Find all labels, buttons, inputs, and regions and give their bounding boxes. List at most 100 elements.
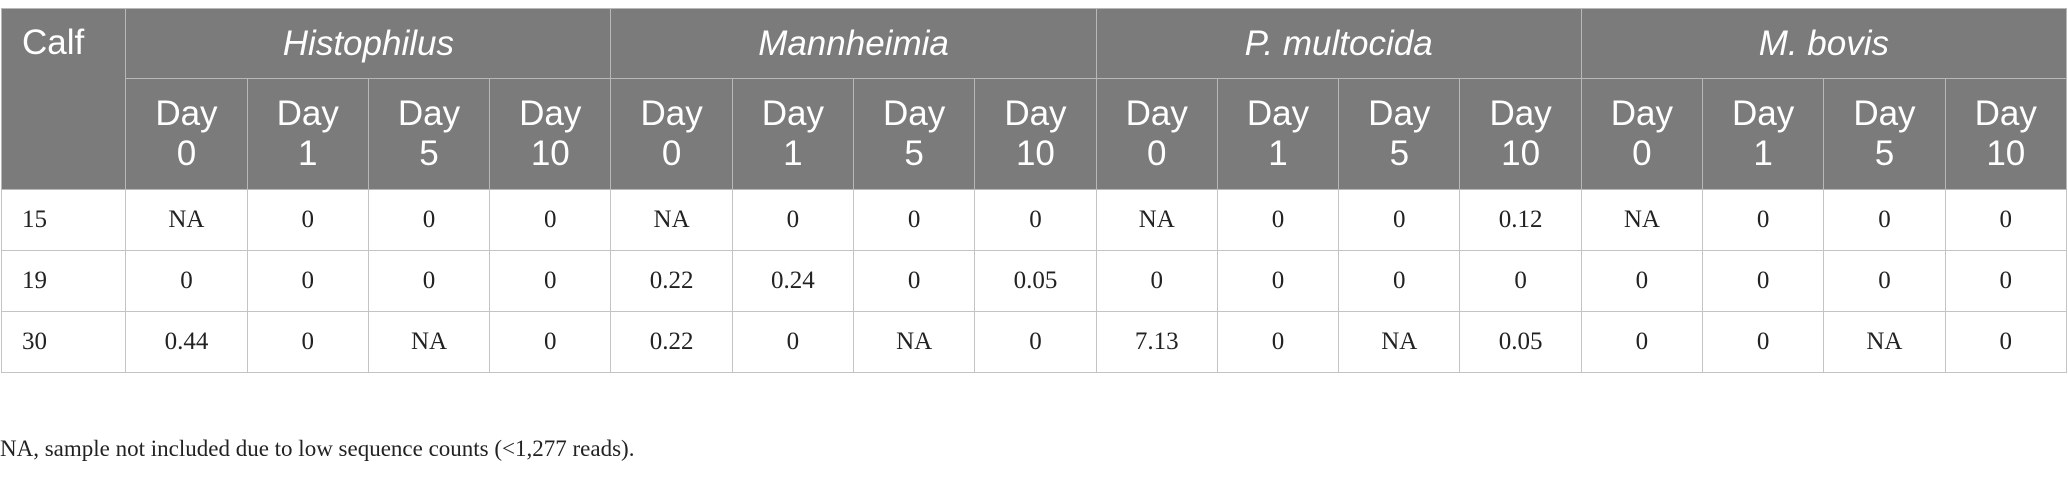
value-cell: 0.22 (610, 311, 733, 373)
value-cell: NA (610, 189, 733, 251)
day-header: Day 5 (1823, 78, 1946, 190)
value-cell: 0.24 (731, 250, 855, 312)
day-header-word: Day (1732, 94, 1795, 133)
day-header: Day 10 (974, 78, 1097, 190)
day-header: Day 5 (852, 78, 976, 190)
day-header-number: 0 (1147, 134, 1167, 173)
day-header-number: 10 (530, 134, 570, 173)
abundance-table: Calf Histophilus Mannheimia P. multocida… (0, 8, 2068, 373)
table-row: 30 0.44 0 NA 0 0.22 0 NA 0 7.13 0 NA 0.05 0 0 NA 0 (0, 311, 2068, 373)
day-header: Day 10 (489, 78, 612, 190)
day-header: Day 1 (731, 78, 855, 190)
value-cell: 0.12 (1459, 189, 1582, 251)
day-header-word: Day (1974, 94, 2037, 133)
calf-id-cell: 15 (0, 189, 127, 251)
value-cell: 0 (489, 311, 612, 373)
day-header-number: 1 (1753, 134, 1773, 173)
calf-column-header: Calf (0, 8, 127, 190)
value-cell: 0 (731, 189, 855, 251)
day-header-word: Day (883, 94, 946, 133)
value-cell: 0 (489, 189, 612, 251)
value-cell: 0 (1944, 250, 2068, 312)
value-cell: 0 (1216, 250, 1340, 312)
day-header-word: Day (1853, 94, 1916, 133)
value-cell: 0 (1702, 250, 1825, 312)
day-header-word: Day (761, 94, 824, 133)
table-row: 15 NA 0 0 0 NA 0 0 0 NA 0 0 0.12 NA 0 0 0 (0, 189, 2068, 251)
day-header-word: Day (155, 94, 218, 133)
day-header: Day 0 (610, 78, 733, 190)
day-header-word: Day (1246, 94, 1310, 133)
day-header-word: Day (1489, 94, 1552, 133)
value-cell: 0 (1216, 189, 1340, 251)
value-cell: 0.22 (610, 250, 733, 312)
day-header: Day 0 (1580, 78, 1704, 190)
value-cell: 0 (367, 189, 491, 251)
value-cell: 0 (246, 250, 369, 312)
value-cell: 0 (1095, 250, 1218, 312)
value-cell: 0 (1944, 189, 2068, 251)
group-header-histophilus: Histophilus (125, 8, 612, 79)
day-header-number: 0 (176, 134, 197, 173)
day-header-number: 0 (661, 134, 682, 173)
value-cell: 0 (852, 189, 976, 251)
value-cell: NA (1095, 189, 1218, 251)
value-cell: NA (1823, 311, 1946, 373)
day-header: Day 1 (1702, 78, 1825, 190)
value-cell: 0.05 (974, 250, 1097, 312)
table-footnote: NA, sample not included due to low seque… (0, 436, 635, 461)
day-header-word: Day (519, 94, 582, 133)
value-cell: 0 (1823, 189, 1946, 251)
value-cell: 0 (1823, 250, 1946, 312)
value-cell: 0 (367, 250, 491, 312)
day-header-number: 10 (1986, 134, 2026, 173)
value-cell: NA (1580, 189, 1704, 251)
value-cell: 0 (246, 189, 369, 251)
value-cell: 0.44 (125, 311, 248, 373)
value-cell: 0 (1702, 189, 1825, 251)
day-header: Day 5 (1338, 78, 1461, 190)
group-header-mannheimia: Mannheimia (610, 8, 1097, 79)
day-header-word: Day (276, 94, 339, 133)
calf-id-cell: 30 (0, 311, 127, 373)
day-header: Day 10 (1944, 78, 2068, 190)
table-row: 19 0 0 0 0 0.22 0.24 0 0.05 0 0 0 0 0 0 0 0 (0, 250, 2068, 312)
day-header-word: Day (1125, 94, 1188, 133)
day-header-number: 5 (904, 134, 924, 173)
day-header-word: Day (397, 94, 461, 133)
value-cell: 0 (1459, 250, 1582, 312)
value-cell: 0 (852, 250, 976, 312)
value-cell: 0 (974, 311, 1097, 373)
value-cell: 0 (731, 311, 855, 373)
value-cell: 0 (1944, 311, 2068, 373)
day-header: Day 5 (367, 78, 491, 190)
day-header-number: 5 (1389, 134, 1410, 173)
value-cell: NA (1338, 311, 1461, 373)
day-header-word: Day (1368, 94, 1431, 133)
day-header-number: 1 (783, 134, 803, 173)
day-header-word: Day (640, 94, 703, 133)
value-cell: 0 (1580, 250, 1704, 312)
value-cell: 0 (974, 189, 1097, 251)
day-header-number: 10 (1501, 134, 1541, 173)
day-header-number: 0 (1632, 134, 1652, 173)
day-header-number: 10 (1015, 134, 1055, 173)
day-header: Day 1 (1216, 78, 1340, 190)
day-header: Day 10 (1459, 78, 1582, 190)
group-header-row: Calf Histophilus Mannheimia P. multocida… (0, 8, 2068, 190)
day-header-row: Day 0 Day 1 Day 5 Day 10 Day 0 Day 1 Day 5 Day 10 Day 0 Da… (2, 78, 2068, 190)
day-header: Day 0 (125, 78, 248, 190)
value-cell: 0 (1216, 311, 1340, 373)
value-cell: 0 (1702, 311, 1825, 373)
group-header-m-bovis: M. bovis (1580, 8, 2068, 79)
day-header: Day 1 (246, 78, 369, 190)
day-header-number: 1 (1268, 134, 1288, 173)
value-cell: 7.13 (1095, 311, 1218, 373)
value-cell: 0 (1338, 250, 1461, 312)
value-cell: 0 (1338, 189, 1461, 251)
day-header-word: Day (1004, 94, 1067, 133)
value-cell: 0.05 (1459, 311, 1582, 373)
day-header-word: Day (1610, 94, 1673, 133)
day-header: Day 0 (1095, 78, 1218, 190)
value-cell: 0 (1580, 311, 1704, 373)
